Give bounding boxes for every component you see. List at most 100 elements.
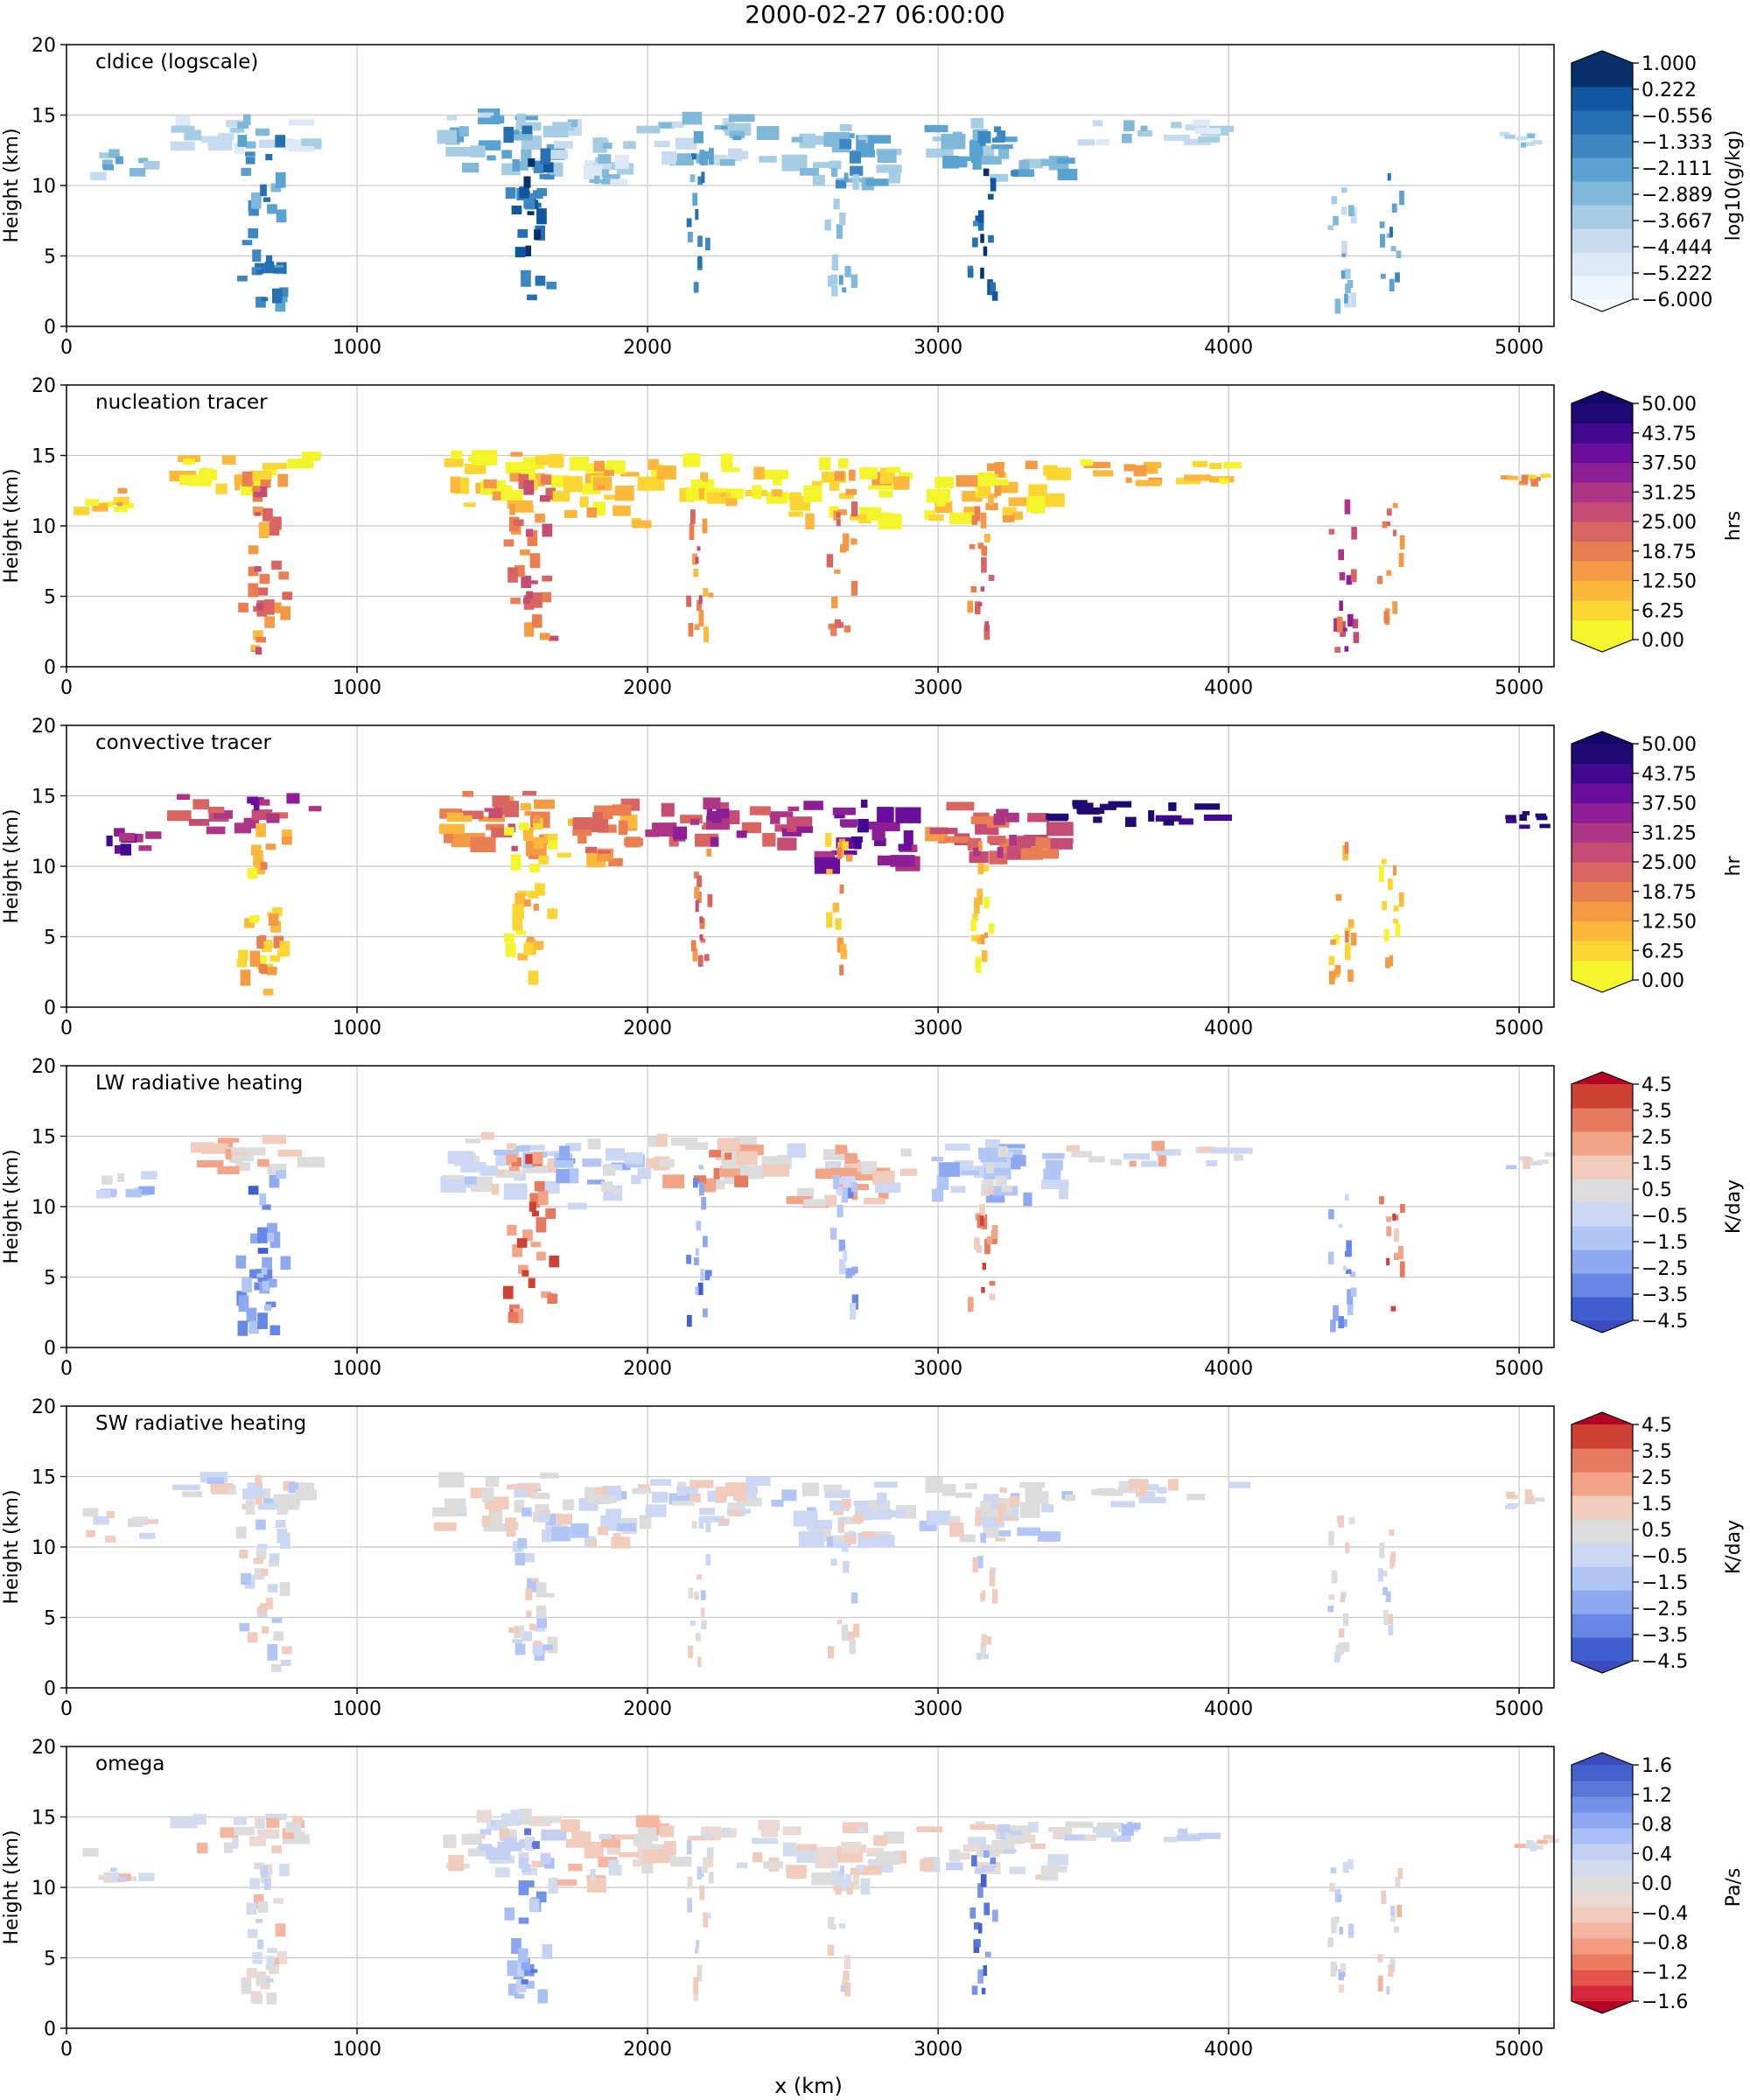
colorbar-tick-label: 4.5 <box>1642 1415 1672 1437</box>
field-cell <box>511 1938 522 1954</box>
field-cell <box>831 284 838 297</box>
field-cell <box>1385 1591 1391 1602</box>
field-cell <box>515 1980 527 1992</box>
field-cell <box>706 848 712 857</box>
field-cell <box>835 1886 842 1895</box>
field-cell <box>256 128 270 136</box>
field-cell <box>1393 905 1399 912</box>
field-cell <box>690 1480 714 1488</box>
colorbar-band <box>1572 920 1633 942</box>
x-tick-label: 1000 <box>332 1698 382 1720</box>
field-cell <box>522 1229 533 1242</box>
field-cell <box>736 1862 747 1869</box>
field-cell <box>509 472 522 482</box>
field-cell <box>242 1278 252 1293</box>
colorbar-tick-label: −0.4 <box>1642 1903 1688 1925</box>
y-tick-label: 0 <box>44 1678 56 1700</box>
field-cell <box>275 172 286 188</box>
field-cell <box>607 162 620 170</box>
field-cell <box>1523 1157 1531 1166</box>
field-cell <box>1148 810 1155 822</box>
field-cell <box>701 1622 707 1629</box>
field-cell <box>201 1143 229 1154</box>
field-cell <box>514 564 525 578</box>
field-cell <box>254 1568 264 1580</box>
field-cell <box>1009 1496 1020 1508</box>
field-cell <box>988 494 994 506</box>
field-cell <box>1023 1192 1032 1207</box>
field-cell <box>507 1224 517 1236</box>
field-cell <box>846 854 853 862</box>
y-tick-label: 10 <box>32 516 56 538</box>
colorbar-extend-low <box>1572 640 1633 652</box>
field-cell <box>530 1969 538 1973</box>
field-cell <box>1347 1300 1354 1316</box>
field-cell <box>859 821 883 830</box>
field-cell <box>898 844 912 851</box>
field-cell <box>1506 1165 1517 1170</box>
field-cell <box>977 131 991 144</box>
field-cell <box>1025 460 1038 470</box>
colorbar-tick-label: −4.5 <box>1642 1311 1688 1333</box>
field-cell <box>645 1504 667 1517</box>
field-cell <box>508 1984 519 1996</box>
field-cell <box>800 168 819 176</box>
colorbar-tick-label: −0.5 <box>1642 1206 1688 1228</box>
field-cell <box>1008 497 1028 507</box>
field-structure <box>238 471 293 655</box>
field-cell <box>840 141 851 148</box>
y-axis-label: Height (km) <box>1 128 23 242</box>
field-cell <box>529 1623 536 1631</box>
field-cell <box>690 1620 696 1626</box>
field-cell <box>532 1152 543 1165</box>
field-cell <box>1386 522 1390 526</box>
field-cell <box>834 619 842 628</box>
field-cell <box>986 1162 994 1174</box>
field-cell <box>267 1584 278 1592</box>
y-tick-label: 20 <box>32 1396 56 1418</box>
field-cell <box>838 275 844 285</box>
field-cell <box>289 119 315 126</box>
colorbar-band <box>1572 561 1633 582</box>
field-cell <box>519 1839 529 1849</box>
field-cell <box>1125 816 1137 828</box>
field-cell <box>530 580 538 584</box>
field-cell <box>470 836 496 852</box>
field-cell <box>138 1872 155 1881</box>
field-cell <box>848 469 856 481</box>
colorbar-band <box>1572 620 1633 640</box>
field-cell <box>1076 807 1105 814</box>
field-cell <box>244 918 255 928</box>
field-cell <box>632 520 652 528</box>
field-cell <box>972 237 978 248</box>
field-cell <box>865 178 889 186</box>
field-cell <box>662 1174 685 1189</box>
field-cell <box>598 154 612 164</box>
field-cell <box>824 220 831 231</box>
field-cell <box>689 523 695 540</box>
field-cell <box>258 522 270 538</box>
field-cell <box>955 1492 972 1498</box>
field-cell <box>446 815 472 822</box>
field-cell <box>988 1530 1012 1536</box>
field-cell <box>708 1853 713 1867</box>
field-cell <box>514 1500 525 1513</box>
field-cell <box>483 480 497 489</box>
field-cell <box>247 1482 262 1493</box>
colorbar-band <box>1572 1796 1633 1813</box>
field-cell <box>276 1170 286 1180</box>
field-cell <box>956 475 982 487</box>
field-cell <box>210 1482 228 1494</box>
field-cell <box>255 1269 266 1274</box>
field-cell <box>1219 478 1228 485</box>
colorbar-tick-label: −3.667 <box>1642 211 1712 233</box>
field-cell <box>1389 278 1395 291</box>
field-cell <box>888 165 901 180</box>
field-cell <box>699 918 705 929</box>
field-cell <box>970 1907 976 1919</box>
field-cell <box>536 1605 547 1619</box>
field-cell <box>130 168 146 177</box>
field-cell <box>647 1849 668 1859</box>
field-cell <box>1178 1828 1187 1835</box>
field-cell <box>539 173 550 179</box>
